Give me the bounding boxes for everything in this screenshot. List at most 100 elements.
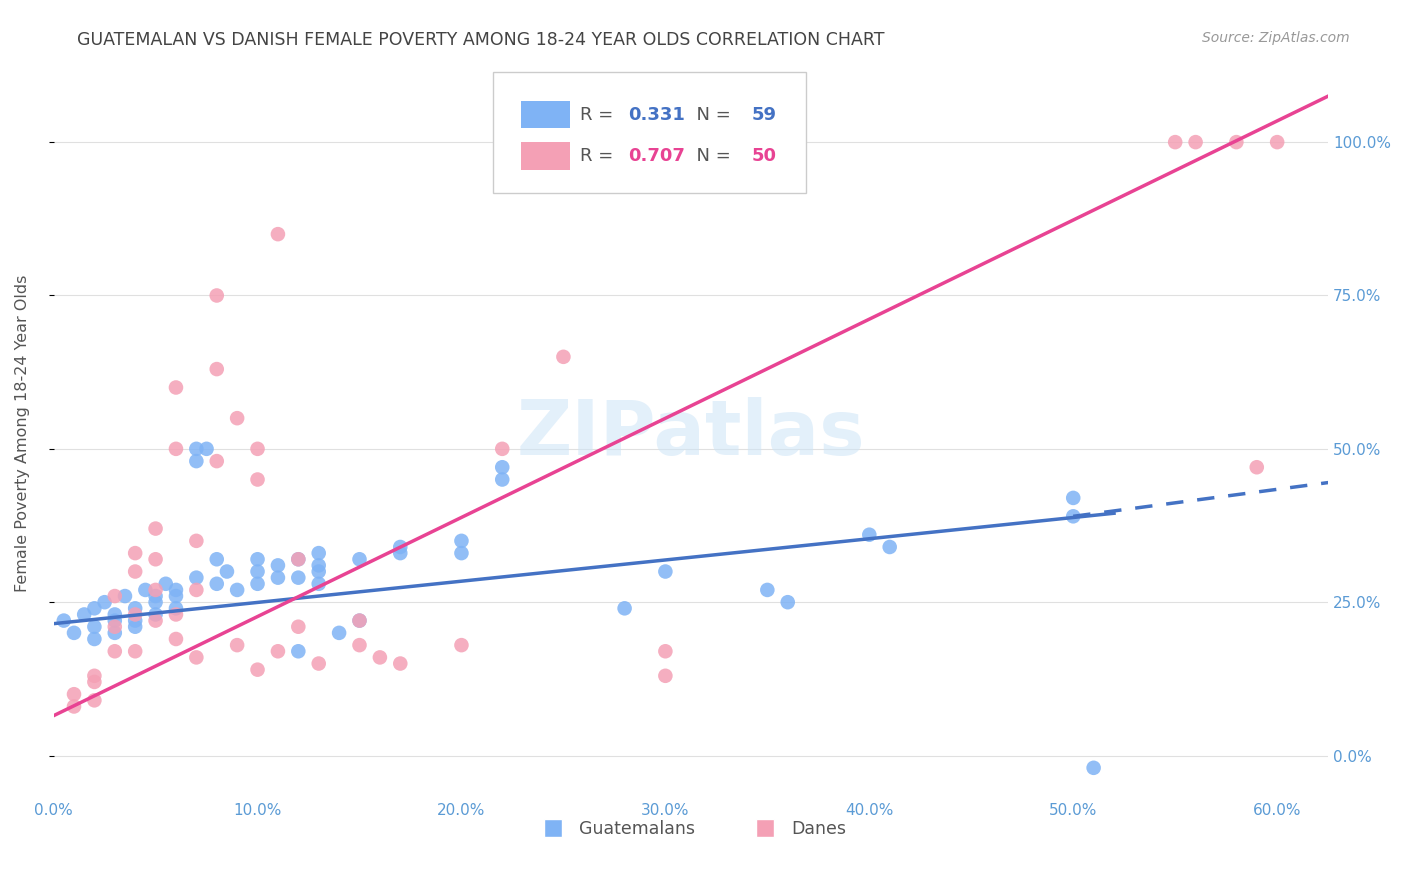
Point [186,454,208,468]
Point [104,625,127,640]
Point [165,380,187,394]
Text: N =: N = [685,105,735,123]
Point [267,558,290,573]
Point [195,442,218,456]
Point [349,614,371,628]
Point [145,607,167,622]
Point [145,522,167,536]
Text: N =: N = [685,147,735,165]
Point [267,571,290,585]
Point [124,546,146,560]
Point [124,601,146,615]
Point [124,614,146,628]
Bar [522,142,569,170]
Point [328,625,350,640]
Point [63,699,86,714]
Point [553,350,575,364]
Point [756,582,779,597]
Point [226,638,249,652]
Point [368,650,391,665]
Point [124,565,146,579]
Point [1083,761,1105,775]
Point [308,657,330,671]
Point [165,632,187,646]
Point [186,650,208,665]
Point [124,607,146,622]
Point [124,644,146,658]
Point [267,644,290,658]
Point [205,454,228,468]
Point [1184,135,1206,149]
Point [1164,135,1187,149]
Point [654,644,676,658]
Point [246,576,269,591]
Point [165,442,187,456]
Point [114,589,136,603]
Point [246,442,269,456]
Point [246,663,269,677]
Point [308,576,330,591]
Text: GUATEMALAN VS DANISH FEMALE POVERTY AMONG 18-24 YEAR OLDS CORRELATION CHART: GUATEMALAN VS DANISH FEMALE POVERTY AMON… [77,31,884,49]
Point [104,620,127,634]
Point [287,552,309,566]
Text: 50: 50 [752,147,778,165]
Point [104,589,127,603]
Point [879,540,901,554]
Point [165,582,187,597]
Point [349,614,371,628]
Point [145,552,167,566]
Point [654,669,676,683]
Point [104,644,127,658]
Point [450,533,472,548]
Point [349,552,371,566]
Text: 0.707: 0.707 [628,147,685,165]
Point [389,657,412,671]
Point [491,442,513,456]
Point [491,460,513,475]
Point [83,601,105,615]
Point [287,552,309,566]
Point [52,614,75,628]
Point [83,669,105,683]
Point [450,546,472,560]
Point [83,632,105,646]
Point [145,595,167,609]
Point [215,565,238,579]
Point [287,571,309,585]
Point [83,620,105,634]
Point [246,565,269,579]
Point [308,546,330,560]
Point [165,601,187,615]
Point [287,644,309,658]
Point [134,582,156,597]
Point [205,362,228,376]
Point [83,693,105,707]
Point [63,687,86,701]
Text: ZIPatlas: ZIPatlas [516,397,865,470]
Point [165,589,187,603]
Point [186,442,208,456]
Point [308,565,330,579]
Y-axis label: Female Poverty Among 18-24 Year Olds: Female Poverty Among 18-24 Year Olds [15,275,30,592]
Point [1246,460,1268,475]
Point [1265,135,1288,149]
Text: R =: R = [581,147,619,165]
Point [267,227,290,241]
Point [205,288,228,302]
Point [226,582,249,597]
Point [450,638,472,652]
Point [104,607,127,622]
Point [186,582,208,597]
Point [205,552,228,566]
Point [73,607,96,622]
Point [613,601,636,615]
Point [226,411,249,425]
Point [654,565,676,579]
Point [93,595,115,609]
Point [308,558,330,573]
Point [389,546,412,560]
Point [1062,491,1084,505]
FancyBboxPatch shape [494,72,806,193]
Point [205,576,228,591]
Point [104,614,127,628]
